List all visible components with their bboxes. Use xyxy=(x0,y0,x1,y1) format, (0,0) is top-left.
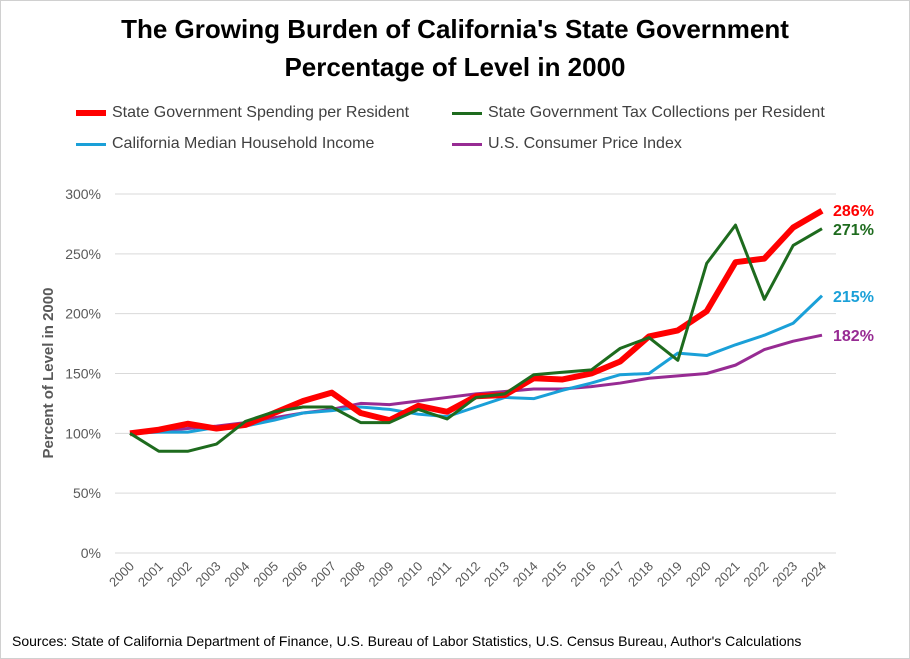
y-tick-label: 200% xyxy=(65,306,101,322)
x-tick-label: 2003 xyxy=(193,559,224,590)
end-value-label: 182% xyxy=(833,328,874,345)
x-tick-label: 2018 xyxy=(625,559,656,590)
x-tick-label: 2010 xyxy=(394,559,425,590)
x-tick-label: 2002 xyxy=(164,559,195,590)
x-tick-label: 2023 xyxy=(769,559,800,590)
x-tick-label: 2000 xyxy=(106,559,137,590)
x-tick-label: 2013 xyxy=(481,559,512,590)
chart-title: The Growing Burden of California's State… xyxy=(121,14,789,44)
x-tick-label: 2021 xyxy=(712,559,743,590)
x-tick-label: 2022 xyxy=(740,559,771,590)
x-tick-label: 2005 xyxy=(250,559,281,590)
x-tick-label: 2024 xyxy=(798,559,829,590)
x-tick-label: 2014 xyxy=(510,559,541,590)
y-tick-label: 100% xyxy=(65,425,101,441)
x-tick-label: 2016 xyxy=(567,559,598,590)
series-line-0 xyxy=(129,208,824,437)
x-tick-label: 2015 xyxy=(539,559,570,590)
y-tick-label: 250% xyxy=(65,246,101,262)
end-value-label: 215% xyxy=(833,289,874,306)
legend-item-spending: State Government Spending per Resident xyxy=(76,104,409,122)
x-tick-label: 2020 xyxy=(683,559,714,590)
x-tick-label: 2004 xyxy=(221,559,252,590)
legend-item-cpi: U.S. Consumer Price Index xyxy=(452,135,682,153)
x-tick-label: 2011 xyxy=(424,559,454,589)
y-tick-label: 300% xyxy=(65,186,101,202)
series-line-2 xyxy=(129,294,824,435)
legend-item-income: California Median Household Income xyxy=(76,135,374,153)
end-value-label: 271% xyxy=(833,222,874,239)
legend-swatch xyxy=(452,142,482,146)
y-tick-label: 50% xyxy=(73,485,101,501)
x-tick-label: 2009 xyxy=(366,559,397,590)
legend-item-tax: State Government Tax Collections per Res… xyxy=(452,104,825,122)
legend-label: State Government Tax Collections per Res… xyxy=(488,104,825,121)
legend-label: State Government Spending per Resident xyxy=(112,104,410,121)
y-tick-label: 150% xyxy=(65,366,101,382)
legend-swatch xyxy=(76,110,106,116)
chart-subtitle: Percentage of Level in 2000 xyxy=(284,52,626,82)
x-tick-label: 2019 xyxy=(654,559,685,590)
x-tick-label: 2001 xyxy=(135,559,166,590)
legend-swatch xyxy=(452,111,482,115)
x-tick-label: 2017 xyxy=(596,559,627,590)
legend-label: California Median Household Income xyxy=(112,135,375,152)
y-tick-label: 0% xyxy=(81,545,101,561)
legend-label: U.S. Consumer Price Index xyxy=(488,135,682,152)
x-tick-label: 2007 xyxy=(308,559,339,590)
source-note: Sources: State of California Department … xyxy=(12,633,802,649)
x-tick-label: 2012 xyxy=(452,559,483,590)
y-axis-label: Percent of Level in 2000 xyxy=(40,288,57,459)
end-value-label: 286% xyxy=(833,203,874,220)
series-line-1 xyxy=(129,223,823,453)
x-tick-label: 2008 xyxy=(337,559,368,590)
legend-swatch xyxy=(76,142,106,146)
x-tick-label: 2006 xyxy=(279,559,310,590)
